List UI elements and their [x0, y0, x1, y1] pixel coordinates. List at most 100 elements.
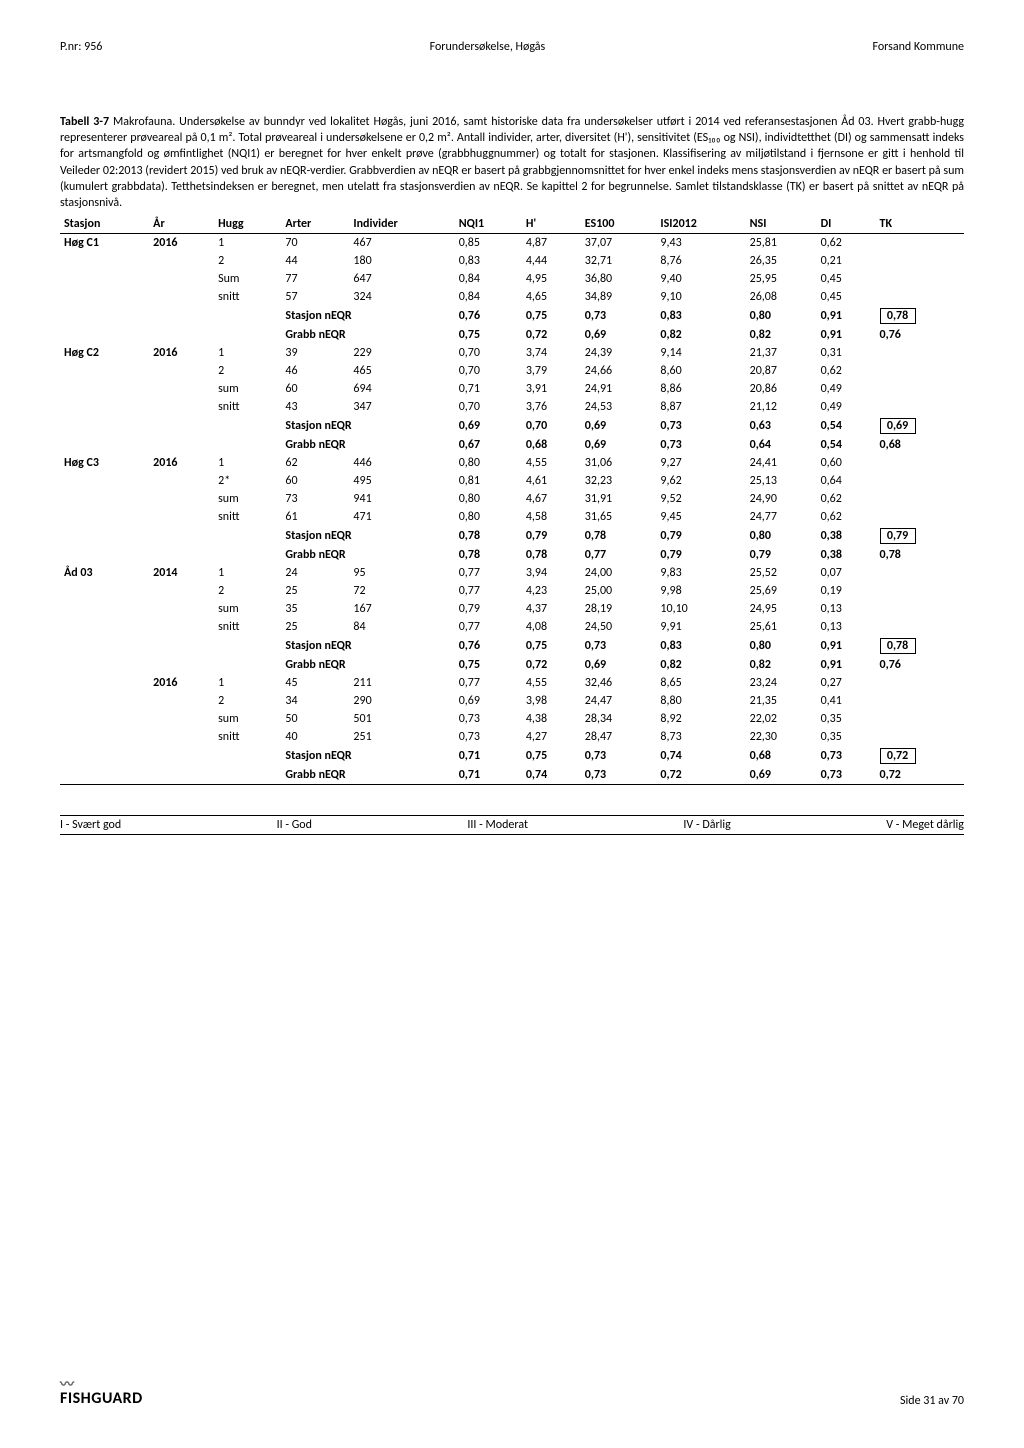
cell: 0,62	[817, 508, 876, 526]
cell: 0,13	[817, 618, 876, 636]
cell: 28,19	[581, 600, 657, 618]
grabb-neqr-label: Grabb nEQR	[281, 656, 454, 674]
cell: 0,79	[522, 526, 581, 546]
page-header: P.nr: 956 Forundersøkelse, Høgås Forsand…	[60, 40, 964, 54]
cell	[149, 326, 214, 344]
cell: 9,43	[656, 234, 745, 253]
cell: 0,69	[581, 436, 657, 454]
col-nqi1: NQI1	[455, 215, 522, 234]
cell: 0,83	[455, 252, 522, 270]
cell: 4,55	[522, 674, 581, 692]
cell: 25,69	[746, 582, 817, 600]
cell: 8,76	[656, 252, 745, 270]
cell: 0,80	[455, 454, 522, 472]
cell	[214, 636, 281, 656]
cell: 62	[281, 454, 349, 472]
tk-cell: 0,76	[876, 656, 964, 674]
cell	[60, 362, 149, 380]
cell: 694	[349, 380, 454, 398]
cell: 25,81	[746, 234, 817, 253]
cell: 0,64	[817, 472, 876, 490]
cell: 0,71	[455, 746, 522, 766]
cell: 2	[214, 692, 281, 710]
table-row: 225720,774,2325,009,9825,690,19	[60, 582, 964, 600]
cell	[149, 546, 214, 564]
cell	[876, 600, 964, 618]
grabb-neqr-label: Grabb nEQR	[281, 766, 454, 785]
legend-item: II - God	[277, 818, 312, 832]
cell: 0,75	[522, 306, 581, 326]
col-nsi: NSI	[746, 215, 817, 234]
cell	[149, 618, 214, 636]
cell: 26,08	[746, 288, 817, 306]
cell	[149, 362, 214, 380]
cell: 0,73	[817, 766, 876, 785]
cell	[214, 766, 281, 785]
cell: 0,76	[455, 306, 522, 326]
cell: 941	[349, 490, 454, 508]
wave-icon: 〰	[60, 1381, 143, 1389]
cell: 0,68	[522, 436, 581, 454]
cell: 35	[281, 600, 349, 618]
table-row: snitt433470,703,7624,538,8721,120,49	[60, 398, 964, 416]
cell	[149, 710, 214, 728]
cell: 0,74	[656, 746, 745, 766]
cell: 229	[349, 344, 454, 362]
cell	[60, 674, 149, 692]
table-row: snitt402510,734,2728,478,7322,300,35	[60, 728, 964, 746]
cell: 28,47	[581, 728, 657, 746]
cell: 0,45	[817, 270, 876, 288]
cell: 0,35	[817, 710, 876, 728]
table-row: snitt25840,774,0824,509,9125,610,13	[60, 618, 964, 636]
cell	[60, 546, 149, 564]
cell	[149, 582, 214, 600]
cell: 0,69	[455, 416, 522, 436]
cell: 0,62	[817, 234, 876, 253]
stasjon-neqr-label: Stasjon nEQR	[281, 306, 454, 326]
table-row: Høg C120161704670,854,8737,079,4325,810,…	[60, 234, 964, 253]
tk-cell: 0,72	[876, 766, 964, 785]
cell: 31,65	[581, 508, 657, 526]
grabb-neqr-label: Grabb nEQR	[281, 436, 454, 454]
cell: sum	[214, 380, 281, 398]
cell: 4,61	[522, 472, 581, 490]
cell: 84	[349, 618, 454, 636]
cell: 0,73	[656, 416, 745, 436]
cell: 32,23	[581, 472, 657, 490]
cell: 0,27	[817, 674, 876, 692]
cell: 3,94	[522, 564, 581, 582]
cell: 24,66	[581, 362, 657, 380]
cell	[60, 508, 149, 526]
cell: 180	[349, 252, 454, 270]
stasjon-neqr-row: Stasjon nEQR0,780,790,780,790,800,380,79	[60, 526, 964, 546]
cell: 8,73	[656, 728, 745, 746]
cell: 21,12	[746, 398, 817, 416]
cell	[214, 546, 281, 564]
cell: 9,27	[656, 454, 745, 472]
cell: 0,68	[746, 746, 817, 766]
caption-text: Makrofauna. Undersøkelse av bunndyr ved …	[60, 115, 964, 210]
cell: 2016	[149, 674, 214, 692]
tk-cell: 0,68	[876, 436, 964, 454]
cell: 0,84	[455, 270, 522, 288]
cell: 0,70	[455, 344, 522, 362]
cell: 0,70	[522, 416, 581, 436]
cell	[876, 234, 964, 253]
cell: 0,82	[656, 656, 745, 674]
cell: 0,73	[656, 436, 745, 454]
legend-item: III - Moderat	[467, 818, 528, 832]
cell	[60, 436, 149, 454]
cell	[214, 306, 281, 326]
cell: 9,62	[656, 472, 745, 490]
cell: snitt	[214, 728, 281, 746]
tk-cell: 0,72	[876, 746, 964, 766]
cell: Høg C2	[60, 344, 149, 362]
table-row: sum505010,734,3828,348,9222,020,35	[60, 710, 964, 728]
cell: 9,83	[656, 564, 745, 582]
cell: 2	[214, 362, 281, 380]
cell	[149, 288, 214, 306]
cell	[60, 692, 149, 710]
cell	[60, 656, 149, 674]
cell: 0,71	[455, 380, 522, 398]
cell: 0,31	[817, 344, 876, 362]
